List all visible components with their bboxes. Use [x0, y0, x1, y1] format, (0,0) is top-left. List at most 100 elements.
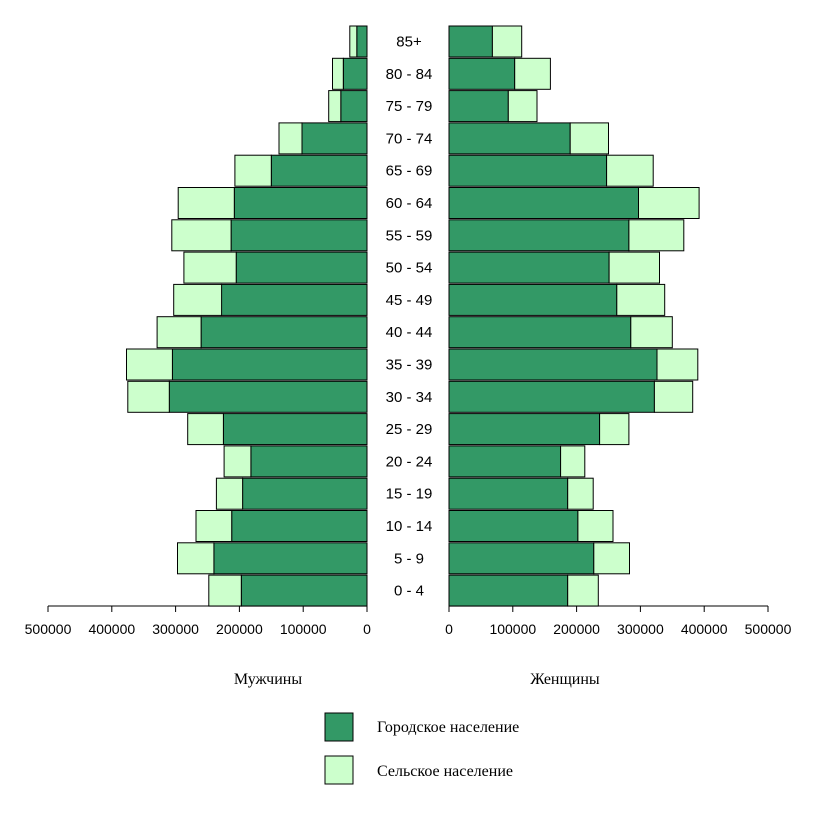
female-urban-bar	[448, 57, 516, 90]
male-urban-bar	[242, 477, 368, 510]
male-rural-bar	[195, 510, 233, 542]
female-rural-bar	[656, 348, 699, 381]
female-urban-bar	[448, 413, 601, 446]
age-group-label: 80 - 84	[386, 66, 433, 83]
age-group-label: 40 - 44	[386, 324, 433, 341]
male-rural-bar	[156, 316, 202, 349]
female-urban-bar	[448, 187, 639, 219]
female-axis-tick-label: 200000	[553, 621, 600, 637]
female-axis-tick-label: 500000	[745, 621, 792, 637]
male-axis-tick-label: 400000	[88, 621, 135, 637]
female-rural-bar	[606, 154, 654, 187]
male-rural-bar	[208, 574, 242, 607]
female-rural-bar	[567, 574, 599, 607]
male-rural-bar	[177, 542, 215, 575]
male-urban-bar	[233, 187, 368, 219]
male-urban-bar	[231, 510, 368, 542]
male-axis-tick-label: 300000	[152, 621, 199, 637]
age-group-label: 65 - 69	[386, 163, 433, 180]
female-urban-bar	[448, 477, 569, 510]
female-axis-tick-label: 300000	[617, 621, 664, 637]
female-urban-bar	[448, 380, 655, 413]
female-urban-bar	[448, 316, 632, 349]
female-urban-bar	[448, 445, 562, 478]
male-urban-bar	[221, 283, 368, 316]
male-axis-tick-label: 100000	[280, 621, 327, 637]
age-group-label: 55 - 59	[386, 227, 433, 244]
male-urban-bar	[340, 90, 368, 123]
age-group-label: 0 - 4	[394, 583, 424, 600]
female-rural-bar	[514, 57, 551, 90]
male-rural-bar	[278, 122, 303, 155]
age-group-label: 85+	[396, 34, 422, 51]
legend-label-rural: Сельское население	[377, 763, 513, 780]
female-urban-bar	[448, 90, 509, 123]
age-group-labels: 85+ 80 - 84 75 - 79 70 - 74 65 - 69 60 - 64 55…	[386, 34, 433, 600]
age-group-label: 45 - 49	[386, 292, 433, 309]
male-axis-tick-label: 500000	[25, 621, 72, 637]
female-urban-bar	[448, 154, 608, 187]
female-urban-bar	[448, 348, 658, 381]
male-rural-bar	[126, 348, 173, 381]
male-urban-bar	[168, 380, 368, 413]
female-rural-bar	[593, 542, 630, 575]
male-bars	[126, 25, 368, 607]
male-axis-tick-label: 0	[363, 621, 371, 637]
male-urban-bar	[270, 154, 368, 187]
male-rural-bar	[328, 90, 342, 123]
female-rural-bar	[599, 413, 630, 446]
male-panel-label: Мужчины	[234, 671, 302, 688]
female-bars	[448, 25, 700, 607]
male-urban-bar	[301, 122, 368, 155]
age-group-label: 10 - 14	[386, 518, 433, 535]
male-rural-bar	[349, 25, 358, 58]
legend-swatch-urban	[324, 712, 354, 742]
age-group-label: 15 - 19	[386, 486, 433, 503]
female-rural-bar	[567, 477, 594, 510]
male-urban-bar	[240, 574, 368, 607]
age-group-label: 5 - 9	[394, 550, 424, 567]
male-urban-bar	[250, 445, 368, 478]
male-urban-bar	[222, 413, 368, 446]
female-rural-bar	[507, 90, 538, 123]
male-rural-bar	[173, 283, 223, 316]
male-rural-bar	[187, 413, 224, 446]
male-urban-bar	[171, 348, 368, 381]
female-urban-bar	[448, 25, 493, 58]
male-urban-bar	[356, 25, 368, 58]
male-rural-bar	[177, 187, 235, 219]
female-rural-bar	[653, 380, 694, 413]
female-urban-bar	[448, 251, 610, 284]
female-rural-bar	[638, 187, 700, 219]
male-urban-bar	[230, 219, 368, 252]
legend-label-urban: Городское население	[377, 719, 519, 736]
male-rural-bar	[215, 477, 244, 510]
male-rural-bar	[234, 154, 272, 187]
female-x-axis: 0 100000 200000 300000 400000 500000	[445, 605, 792, 637]
female-rural-bar	[616, 283, 666, 316]
age-group-label: 60 - 64	[386, 195, 433, 212]
age-group-label: 30 - 34	[386, 389, 433, 406]
female-rural-bar	[491, 25, 523, 58]
female-axis-tick-label: 100000	[489, 621, 536, 637]
male-x-axis: 500000 400000 300000 200000 100000 0	[25, 605, 371, 637]
female-rural-bar	[628, 219, 685, 252]
male-urban-bar	[213, 542, 368, 575]
female-axis-tick-label: 0	[445, 621, 453, 637]
legend: Городское население Сельское население	[324, 712, 519, 785]
male-urban-bar	[342, 57, 368, 90]
female-panel-label: Женщины	[530, 671, 600, 688]
female-urban-bar	[448, 219, 630, 252]
male-rural-bar	[332, 57, 344, 90]
male-axis-tick-label: 200000	[216, 621, 263, 637]
female-urban-bar	[448, 283, 618, 316]
female-axis-tick-label: 400000	[681, 621, 728, 637]
male-rural-bar	[127, 380, 170, 413]
age-group-label: 50 - 54	[386, 260, 433, 277]
female-urban-bar	[448, 510, 579, 542]
age-group-label: 70 - 74	[386, 130, 433, 147]
legend-swatch-rural	[324, 755, 354, 785]
female-rural-bar	[577, 510, 614, 542]
male-urban-bar	[235, 251, 368, 284]
